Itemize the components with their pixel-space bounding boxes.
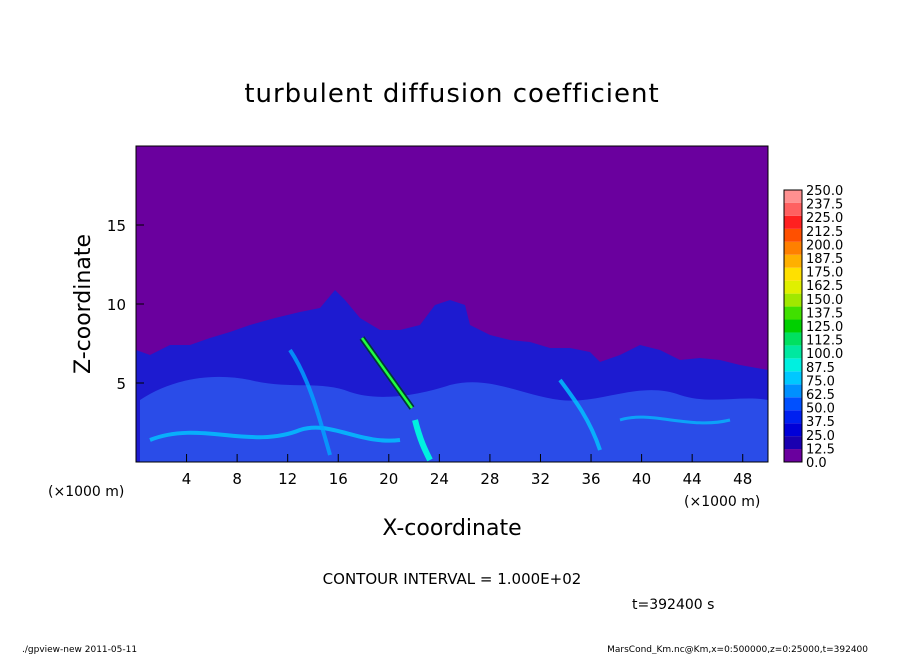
x-axis-label: X-coordinate [382,516,521,541]
turbulence-lighter [140,376,768,462]
colorbar-swatch [784,215,802,229]
x-unit-label-right: (×1000 m) [684,494,760,510]
colorbar-swatch [784,345,802,359]
colorbar-swatch [784,423,802,437]
colorbar-swatch [784,371,802,385]
x-tick-label: 20 [379,470,398,488]
colorbar-label: 237.5 [806,198,843,213]
colorbar-label: 100.0 [806,347,843,362]
x-tick-label: 44 [683,470,702,488]
high-value-band-inner [360,337,414,409]
colorbar-label: 150.0 [806,293,843,308]
turbulence-streak-5 [619,415,731,425]
colorbar-label: 187.5 [806,252,843,267]
colorbar-label: 225.0 [806,211,843,226]
colorbar-swatch [784,384,802,398]
y-axis-ticks: 5 10 15 [107,217,144,393]
colorbar-label: 87.5 [806,361,835,376]
colorbar-label: 50.0 [806,402,835,417]
x-tick-label: 36 [581,470,600,488]
colorbar-label: 112.5 [806,334,843,349]
colorbar-label: 175.0 [806,266,843,281]
x-tick-label: 40 [632,470,651,488]
x-tick-label: 12 [278,470,297,488]
colorbar-label: 212.5 [806,225,843,240]
footer-left: ./gpview-new 2011-05-11 [22,645,137,654]
colorbar-swatch [784,410,802,424]
plot-area [135,145,769,463]
colorbar-label: 200.0 [806,238,843,253]
colorbar-swatch [784,358,802,372]
colorbar-label: 162.5 [806,279,843,294]
x-tick-label: 16 [329,470,348,488]
x-tick-label: 28 [480,470,499,488]
colorbar: 0.012.525.037.550.062.575.087.5100.0112.… [783,184,843,471]
colorbar-swatch [784,397,802,411]
colorbar-swatch [784,293,802,307]
colorbar-label: 37.5 [806,415,835,430]
y-tick-label: 5 [116,375,126,393]
colorbar-label: 125.0 [806,320,843,335]
turbulence-streak-4 [558,378,602,451]
x-tick-label: 48 [733,470,752,488]
colorbar-label: 62.5 [806,388,835,403]
colorbar-label: 0.0 [806,456,827,471]
colorbar-label: 250.0 [806,184,843,199]
colorbar-frame [783,189,803,463]
colorbar-swatch [784,228,802,242]
colorbar-swatch [784,267,802,281]
chart-title: turbulent diffusion coefficient [244,79,659,109]
turbulence-streak-2 [288,348,332,456]
colorbar-swatch [784,449,802,462]
colorbar-swatch [784,190,802,203]
colorbar-swatch [784,241,802,255]
turbulence-streak-3 [412,419,433,462]
colorbar-swatch [784,332,802,346]
x-tick-label: 4 [182,470,192,488]
footer-right: MarsCond_Km.nc@Km,x=0:500000,z=0:25000,t… [607,645,868,654]
colorbar-swatch [784,280,802,294]
y-axis-label: Z-coordinate [71,234,96,374]
colorbar-swatch [784,254,802,268]
colorbar-swatch [784,319,802,333]
y-tick-label: 15 [107,217,126,235]
colorbar-swatch [784,306,802,320]
turbulence-streak-1 [149,425,401,443]
colorbar-label: 75.0 [806,374,835,389]
y-tick-label: 10 [107,296,126,314]
x-unit-label-left: (×1000 m) [48,484,124,500]
x-tick-label: 32 [531,470,550,488]
x-tick-label: 24 [430,470,449,488]
colorbar-label: 12.5 [806,442,835,457]
colorbar-swatch [784,436,802,450]
contour-interval-label: CONTOUR INTERVAL = 1.000E+02 [323,570,582,588]
time-label: t=392400 s [632,597,714,613]
colorbar-label: 25.0 [806,429,835,444]
x-tick-label: 8 [232,470,242,488]
colorbar-label: 137.5 [806,306,843,321]
colorbar-swatch [784,202,802,216]
x-axis-ticks: 4 8 12 16 20 24 28 32 36 40 44 48 [182,454,752,488]
